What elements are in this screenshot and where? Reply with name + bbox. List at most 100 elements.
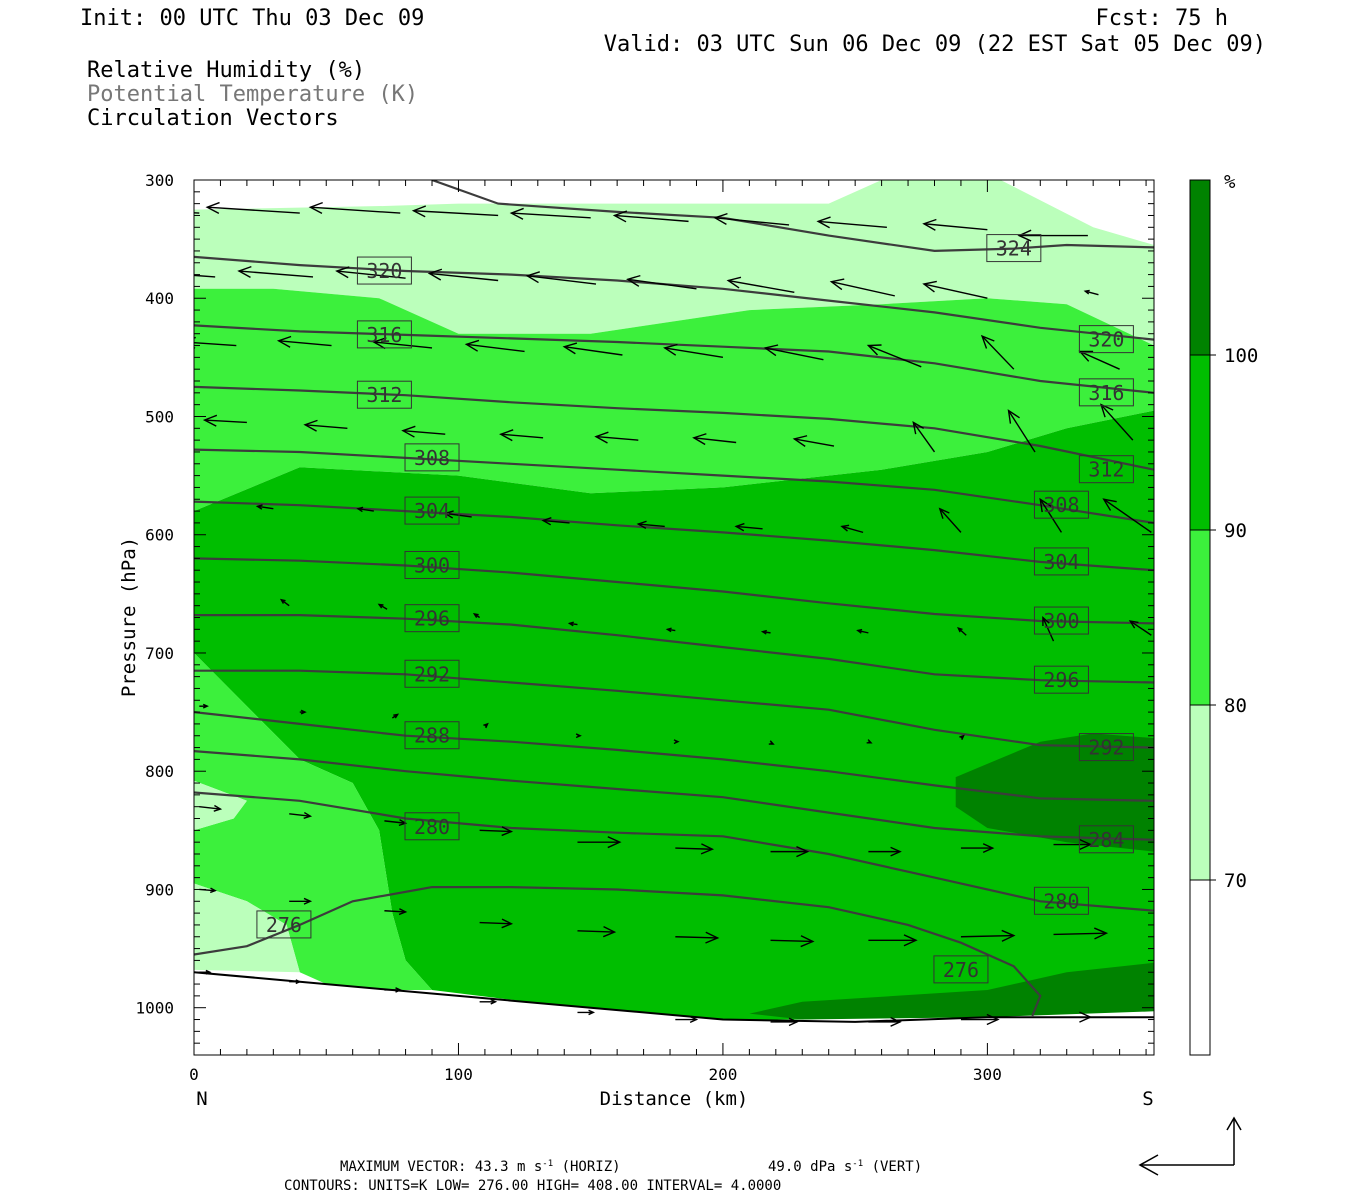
circulation-vector-12 [335, 266, 406, 279]
circulation-vector-55 [760, 629, 771, 635]
reference-vector-legend [1138, 1116, 1242, 1176]
rh-region-1 [194, 288, 1154, 512]
circulation-vector-22 [372, 337, 433, 350]
svg-text:296: 296 [1043, 668, 1079, 692]
theta-label-308-0: 308 [404, 443, 460, 472]
circulation-vector-17 [829, 278, 895, 297]
theta-contour-284 [194, 750, 1154, 841]
theta-contour-296 [194, 613, 1154, 684]
circulation-vector-37 [912, 421, 936, 453]
y-tick-label-900: 900 [145, 880, 174, 899]
theta-contour-312 [194, 385, 1154, 471]
svg-text:284: 284 [1088, 828, 1124, 852]
circulation-vector-57 [957, 627, 967, 636]
circulation-vector-73 [577, 836, 622, 849]
y-tick-label-1000: 1000 [135, 999, 174, 1018]
plot-area: 2762762802802842882922922962963003003043… [135, 171, 1155, 1084]
x-tick-label-300: 300 [973, 1065, 1002, 1084]
circulation-vector-24 [562, 342, 623, 356]
circulation-vector-14 [525, 271, 597, 285]
circulation-vector-5 [612, 210, 689, 223]
circulation-vector-81 [384, 908, 408, 916]
circulation-vector-39 [1099, 403, 1134, 441]
svg-text:276: 276 [266, 913, 302, 937]
svg-text:312: 312 [1088, 458, 1124, 482]
circulation-vector-4 [509, 207, 591, 220]
circulation-vector-36 [792, 435, 835, 447]
circulation-vector-54 [665, 627, 676, 633]
circulation-vector-52 [472, 613, 481, 619]
circulation-vector-29 [1078, 350, 1120, 370]
surface-line [194, 971, 1154, 1023]
circulation-vector-11 [237, 265, 314, 278]
rh-region-3 [194, 653, 432, 990]
circulation-vector-62 [391, 713, 400, 719]
circulation-vector-2 [308, 201, 401, 214]
circulation-vector-48 [1039, 497, 1063, 533]
circulation-vector-49 [1102, 498, 1152, 533]
circulation-vector-40 [255, 504, 274, 510]
y-tick-label-700: 700 [145, 644, 174, 663]
init-time: Init: 00 UTC Thu 03 Dec 09 [80, 6, 424, 31]
circulation-vector-41 [356, 506, 374, 513]
svg-text:280: 280 [414, 815, 450, 839]
svg-text:320: 320 [1088, 328, 1124, 352]
circulation-vector-60 [199, 703, 209, 709]
circulation-vector-47 [938, 507, 962, 533]
circulation-vector-74 [675, 843, 715, 855]
svg-text:280: 280 [1043, 889, 1079, 913]
circulation-vector-46 [840, 524, 864, 534]
theta-contour-304 [194, 500, 1154, 572]
circulation-vector-51 [377, 603, 388, 610]
svg-text:304: 304 [1043, 550, 1079, 574]
circulation-vector-10 [194, 274, 216, 278]
y-axis-title: Pressure (hPa) [118, 537, 140, 697]
circulation-vector-67 [866, 739, 873, 744]
svg-text:320: 320 [366, 259, 402, 283]
theta-label-308-1: 308 [1033, 490, 1089, 519]
circulation-vector-layer [194, 201, 1152, 1027]
theta-contour-layer [194, 180, 1154, 1017]
svg-text:292: 292 [414, 662, 450, 686]
colorbar-level-70: 70 [1224, 870, 1247, 892]
x-tick-label-0: 0 [189, 1065, 199, 1084]
circulation-vector-82 [479, 918, 514, 929]
circulation-vector-18 [922, 280, 988, 299]
circulation-vector-76 [868, 846, 902, 857]
field-title-vectors: Circulation Vectors [87, 106, 339, 131]
forecast-hour: Fcst: 75 h [1096, 6, 1228, 31]
circulation-vector-23 [464, 339, 525, 353]
theta-label-296-1: 296 [1033, 665, 1089, 694]
theta-label-320-0: 320 [356, 256, 412, 285]
circulation-vector-28 [980, 334, 1015, 370]
circulation-vector-35 [692, 433, 737, 446]
svg-text:324: 324 [996, 237, 1032, 261]
footer-contour-info: CONTOURS: UNITS=K LOW= 276.00 HIGH= 408.… [284, 1178, 781, 1194]
theta-label-304-0: 304 [404, 496, 460, 525]
circulation-vector-94 [675, 1016, 699, 1024]
theta-label-320-1: 320 [1078, 325, 1134, 354]
colorbar-swatch-0 [1189, 879, 1211, 1056]
x-end-label-north: N [196, 1088, 207, 1110]
field-title-theta: Potential Temperature (K) [87, 82, 418, 107]
circulation-vector-69 [199, 804, 223, 812]
circulation-vector-1 [205, 201, 300, 214]
circulation-vector-26 [763, 344, 824, 361]
rh-region-7 [749, 962, 1154, 1020]
theta-label-296-0: 296 [404, 604, 460, 633]
theta-contour-288 [194, 711, 1154, 802]
circulation-vector-89 [199, 969, 212, 975]
circulation-vector-45 [734, 522, 763, 532]
circulation-vector-77 [960, 843, 995, 853]
colorbar-swatch-3 [1189, 354, 1211, 531]
svg-text:292: 292 [1088, 736, 1124, 760]
theta-label-284-0: 284 [1078, 825, 1134, 854]
circulation-vector-63 [483, 722, 489, 729]
circulation-vector-50 [279, 598, 290, 607]
circulation-vector-32 [401, 425, 446, 438]
theta-label-300-0: 300 [404, 550, 460, 579]
circulation-vector-59 [1128, 620, 1152, 636]
theta-label-276-0: 276 [256, 910, 312, 939]
circulation-vector-66 [768, 740, 775, 745]
